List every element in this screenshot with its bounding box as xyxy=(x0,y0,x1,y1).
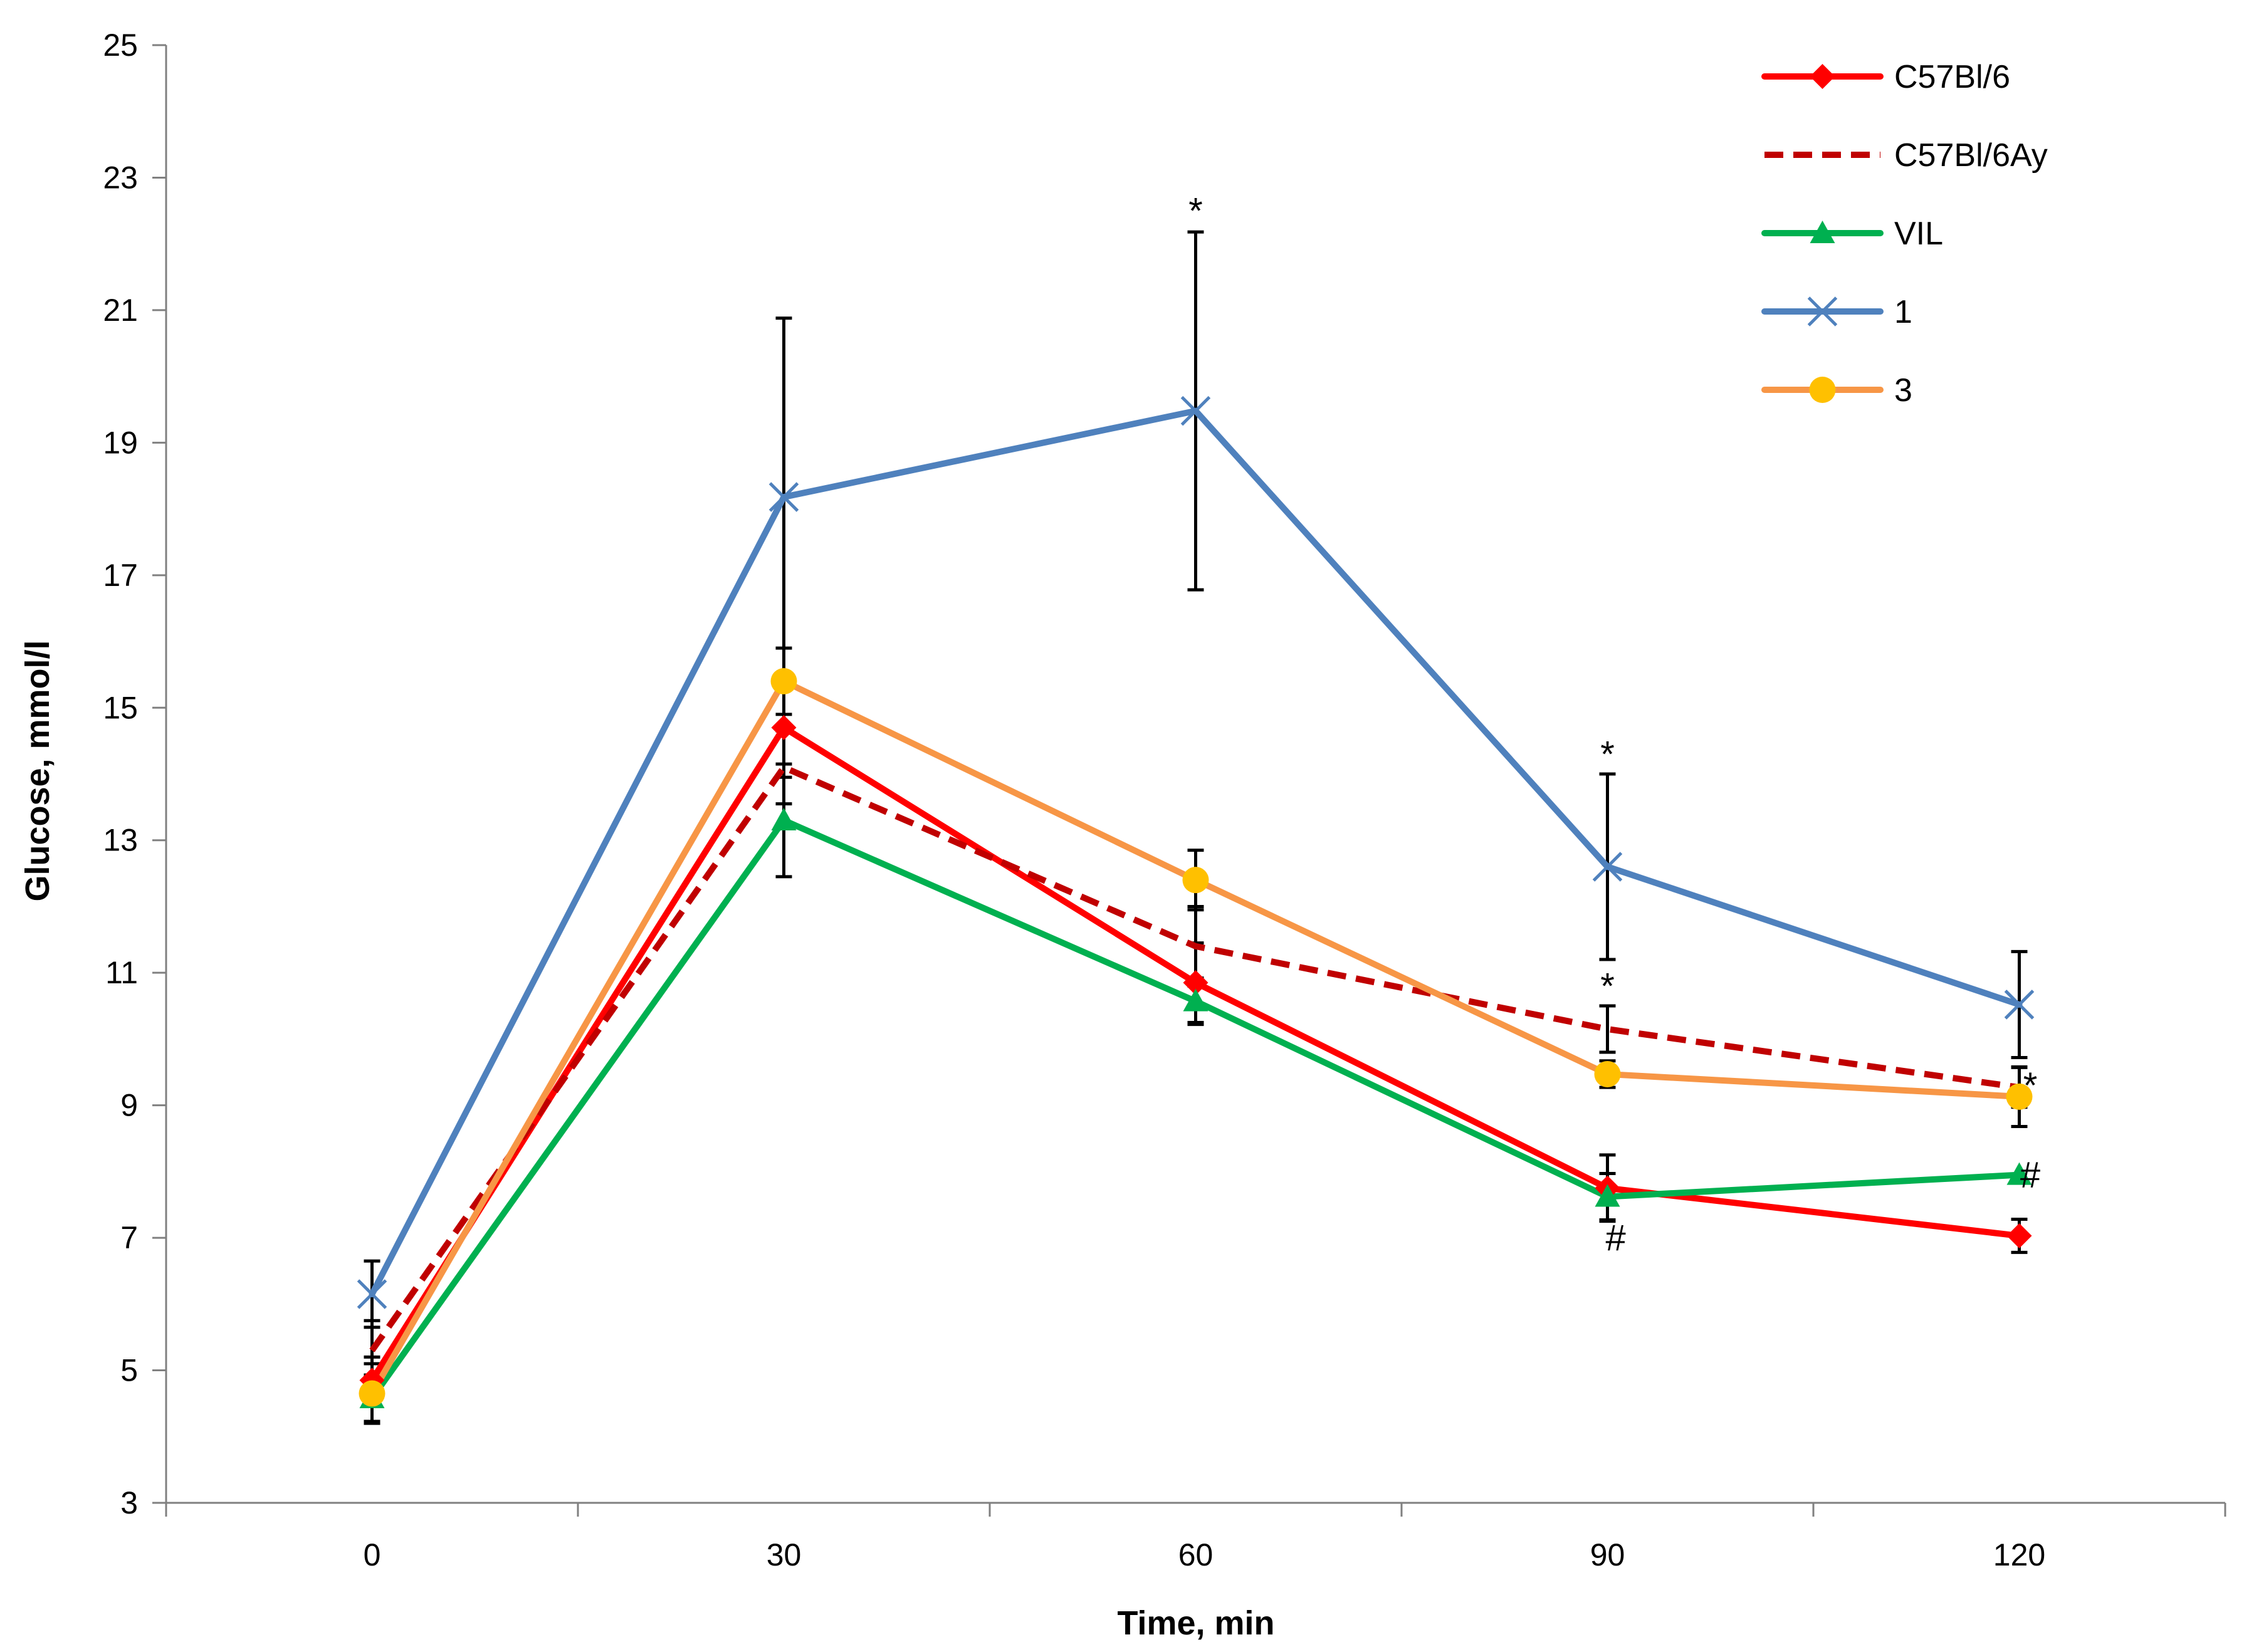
y-tick-label: 7 xyxy=(120,1220,138,1255)
significance-star: * xyxy=(1600,734,1615,775)
x-marker-stroke xyxy=(357,1279,387,1309)
y-tick-label: 23 xyxy=(103,160,138,195)
x-tick-label: 120 xyxy=(1993,1537,2045,1572)
data-point xyxy=(2004,990,2035,1020)
data-point xyxy=(1182,867,1209,894)
significance-star: * xyxy=(1600,966,1615,1006)
annotations: * * * * # # xyxy=(1188,191,2040,1258)
series-line-3 xyxy=(369,677,2023,1397)
legend-item: C57Bl/6Ay xyxy=(1764,137,2048,174)
series-line-c57bl6ay xyxy=(369,764,2020,1352)
significance-star: * xyxy=(1188,191,1203,231)
series-markers xyxy=(357,395,2035,1408)
data-point xyxy=(771,808,797,831)
data-point xyxy=(359,1380,385,1407)
data-point xyxy=(1180,395,1211,426)
y-tick-label: 17 xyxy=(103,558,138,593)
significance-star: * xyxy=(2023,1065,2038,1106)
y-tick-label: 15 xyxy=(103,690,138,725)
legend: C57Bl/6 C57Bl/6Ay VIL 1 3 xyxy=(1761,59,2048,409)
x-axis-title: Time, min xyxy=(1117,1604,1274,1642)
x-marker-stroke xyxy=(768,482,799,512)
y-axis-title: Glucose, mmol/l xyxy=(19,640,56,901)
legend-item: 1 xyxy=(1761,294,1912,330)
legend-swatch-marker xyxy=(1810,64,1835,89)
data-point xyxy=(1595,1184,1620,1207)
data-point xyxy=(768,482,799,512)
data-point xyxy=(1594,1060,1621,1087)
y-tick-label: 19 xyxy=(103,425,138,460)
legend-swatch-marker xyxy=(1810,221,1835,243)
y-tick-label: 13 xyxy=(103,823,138,858)
y-tick-label: 9 xyxy=(120,1088,138,1123)
data-point xyxy=(1183,970,1208,996)
legend-label: C57Bl/6Ay xyxy=(1894,137,2048,174)
x-marker-stroke xyxy=(1180,395,1211,426)
y-tick-label: 3 xyxy=(120,1485,138,1520)
data-point xyxy=(2006,1223,2032,1248)
legend-label: VIL xyxy=(1894,216,1943,252)
legend-label: 3 xyxy=(1894,372,1912,409)
data-point xyxy=(770,667,797,694)
x-marker-stroke xyxy=(1592,852,1623,882)
y-tick-label: 21 xyxy=(103,293,138,328)
significance-hash: # xyxy=(1606,1218,1626,1258)
x-marker-stroke xyxy=(1807,296,1838,327)
data-point xyxy=(2006,1162,2032,1185)
x-tick-label: 90 xyxy=(1590,1537,1625,1572)
significance-hash: # xyxy=(2020,1155,2040,1196)
y-tick-label: 5 xyxy=(120,1353,138,1388)
legend-label: 1 xyxy=(1894,294,1912,330)
legend-swatch-marker xyxy=(1807,296,1838,327)
x-tick-label: 0 xyxy=(364,1537,381,1572)
y-tick-label: 25 xyxy=(103,28,138,63)
legend-item: C57Bl/6 xyxy=(1761,59,2010,95)
data-point xyxy=(1183,988,1208,1012)
y-tick-label: 11 xyxy=(105,955,138,990)
legend-item: VIL xyxy=(1761,216,1943,252)
legend-label: C57Bl/6 xyxy=(1894,59,2010,95)
x-tick-label: 60 xyxy=(1178,1537,1214,1572)
data-point xyxy=(2006,1083,2033,1110)
x-tick-label: 30 xyxy=(767,1537,802,1572)
data-point xyxy=(357,1279,387,1309)
data-point xyxy=(1592,852,1623,882)
legend-swatch-marker xyxy=(1809,377,1836,403)
data-point xyxy=(771,714,797,740)
legend-item: 3 xyxy=(1761,372,1912,409)
x-marker-stroke xyxy=(2004,990,2035,1020)
